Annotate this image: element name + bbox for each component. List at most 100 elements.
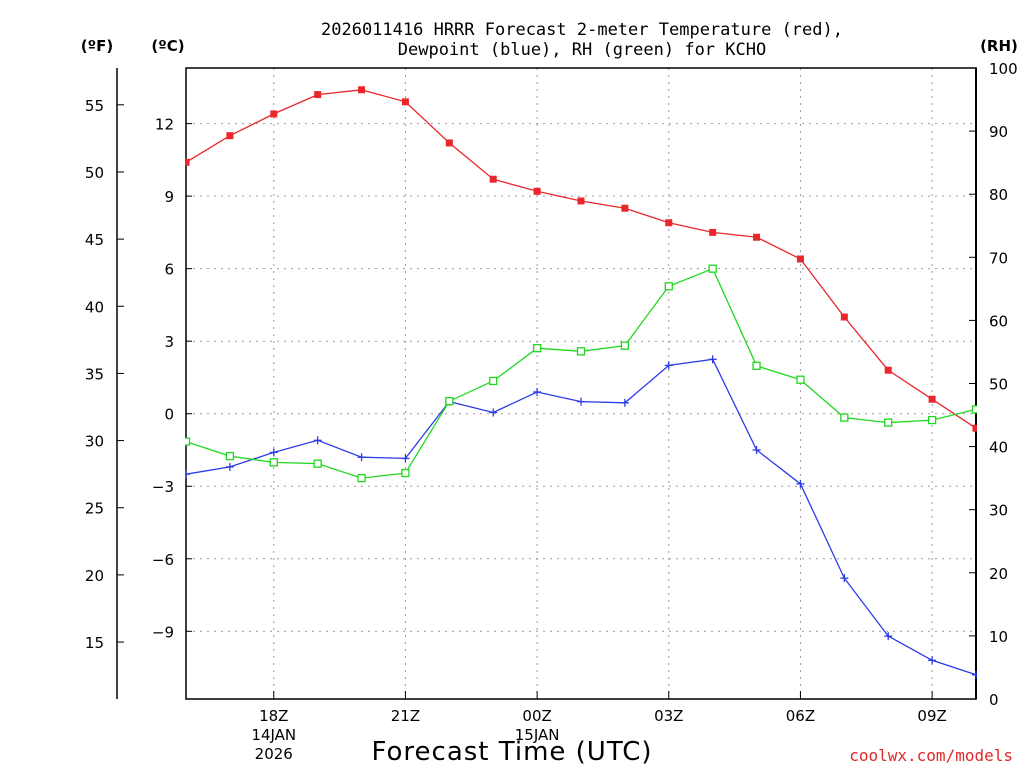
time-tick-label: 06Z	[786, 707, 815, 725]
temperature-point	[753, 233, 761, 241]
fahrenheit-tick-label: 15	[85, 634, 104, 652]
tick-labels: 15 20 25 30 35 40 45 50 55 −9 −6 −3 0 3 6 9 12 0 10 20 30 40 5…	[85, 60, 1018, 763]
dewpoint-point	[840, 574, 849, 583]
fahrenheit-tick-label: 25	[85, 500, 104, 518]
fahrenheit-axis-heading: (ºF)	[81, 37, 113, 55]
rh-point	[445, 397, 454, 406]
temperature-point	[401, 98, 409, 106]
temperature-point	[840, 313, 848, 321]
celsius-tick-label: −6	[152, 551, 174, 569]
celsius-tick-label: −9	[152, 623, 174, 641]
chart-title-line-1: 2026011416 HRRR Forecast 2-meter Tempera…	[321, 20, 843, 40]
rh-point	[620, 341, 630, 350]
temperature-point	[621, 204, 629, 212]
temperature-point	[972, 424, 977, 432]
fahrenheit-tick-label: 20	[85, 567, 104, 585]
dewpoint-point	[620, 398, 629, 407]
rh-point	[664, 282, 673, 291]
rh-point	[313, 459, 322, 468]
temperature-point	[185, 158, 190, 166]
celsius-tick-label: 3	[164, 333, 174, 351]
dewpoint-point	[884, 632, 893, 641]
series-temperature	[185, 86, 977, 432]
rh-tick-label: 0	[989, 691, 999, 709]
time-tick-label: 09Z	[917, 707, 946, 725]
temperature-point	[270, 110, 278, 118]
temperature-point	[577, 197, 585, 205]
rh-point	[971, 405, 977, 414]
dewpoint-point	[489, 408, 498, 417]
time-tick-label: 15JAN	[515, 726, 560, 744]
grid-lines	[186, 68, 976, 699]
rh-point	[401, 468, 410, 478]
rh-point	[927, 415, 937, 425]
temperature-point	[884, 366, 892, 374]
dewpoint-point	[664, 361, 673, 370]
time-tick-label: 00Z	[522, 707, 551, 725]
rh-tick-label: 40	[989, 439, 1008, 457]
x-axis-label: Forecast Time (UTC)	[371, 737, 652, 767]
fahrenheit-tick-label: 45	[85, 231, 104, 249]
rh-tick-label: 70	[989, 249, 1008, 267]
time-tick-label: 18Z	[259, 707, 288, 725]
time-tick-label: 2026	[255, 745, 293, 763]
fahrenheit-tick-label: 55	[85, 97, 104, 115]
rh-tick-label: 60	[989, 312, 1008, 330]
temperature-point	[533, 187, 541, 195]
dewpoint-point	[752, 445, 761, 454]
time-tick-label: 21Z	[391, 707, 420, 725]
rh-tick-label: 50	[989, 376, 1008, 394]
dewpoint-point	[185, 470, 190, 479]
temperature-point	[226, 132, 234, 140]
rh-point	[752, 361, 761, 370]
rh-tick-label: 30	[989, 502, 1008, 520]
fahrenheit-tick-label: 40	[85, 298, 104, 316]
dewpoint-point	[708, 355, 717, 364]
rh-point	[840, 413, 849, 422]
dewpoint-point	[313, 436, 322, 445]
dewpoint-point	[928, 656, 937, 665]
temperature-point	[489, 175, 497, 183]
rh-point	[489, 376, 498, 386]
rh-tick-label: 80	[989, 186, 1008, 204]
dewpoint-point	[357, 453, 366, 462]
data-series	[185, 86, 977, 679]
temperature-point	[358, 86, 366, 94]
dewpoint-point	[401, 454, 410, 463]
plot-frame	[185, 67, 977, 700]
fahrenheit-tick-label: 50	[85, 164, 104, 182]
rh-tick-label: 100	[989, 60, 1018, 78]
series-dewpoint	[185, 355, 977, 679]
rh-point	[884, 418, 893, 427]
dewpoint-point	[577, 397, 585, 406]
dewpoint-point	[269, 448, 278, 457]
temperature-point	[928, 395, 936, 403]
temperature-line	[185, 89, 977, 429]
dewpoint-line	[185, 358, 977, 676]
series-rh	[185, 264, 977, 483]
rh-point	[576, 347, 586, 356]
rh-point	[708, 264, 717, 273]
rh-point	[225, 451, 235, 461]
time-tick-label: 14JAN	[251, 726, 296, 744]
temperature-point	[314, 91, 322, 99]
rh-tick-label: 20	[989, 565, 1008, 583]
dewpoint-point	[796, 479, 805, 488]
dewpoint-point	[533, 387, 542, 396]
celsius-tick-label: 12	[155, 116, 174, 134]
rh-point	[185, 437, 191, 446]
temperature-point	[665, 219, 673, 227]
fahrenheit-tick-label: 35	[85, 365, 104, 383]
chart-title-line-2: Dewpoint (blue), RH (green) for KCHO	[398, 40, 766, 60]
rh-point	[532, 344, 542, 353]
dewpoint-point	[225, 462, 234, 471]
temperature-point	[796, 255, 804, 263]
celsius-tick-label: 6	[164, 261, 174, 279]
credit-label: coolwx.com/models	[849, 746, 1013, 765]
rh-axis-heading: (RH)	[980, 37, 1018, 55]
rh-point	[269, 458, 278, 467]
rh-point	[357, 473, 366, 483]
celsius-axis-heading: (ºC)	[151, 37, 184, 55]
rh-point	[796, 375, 805, 384]
